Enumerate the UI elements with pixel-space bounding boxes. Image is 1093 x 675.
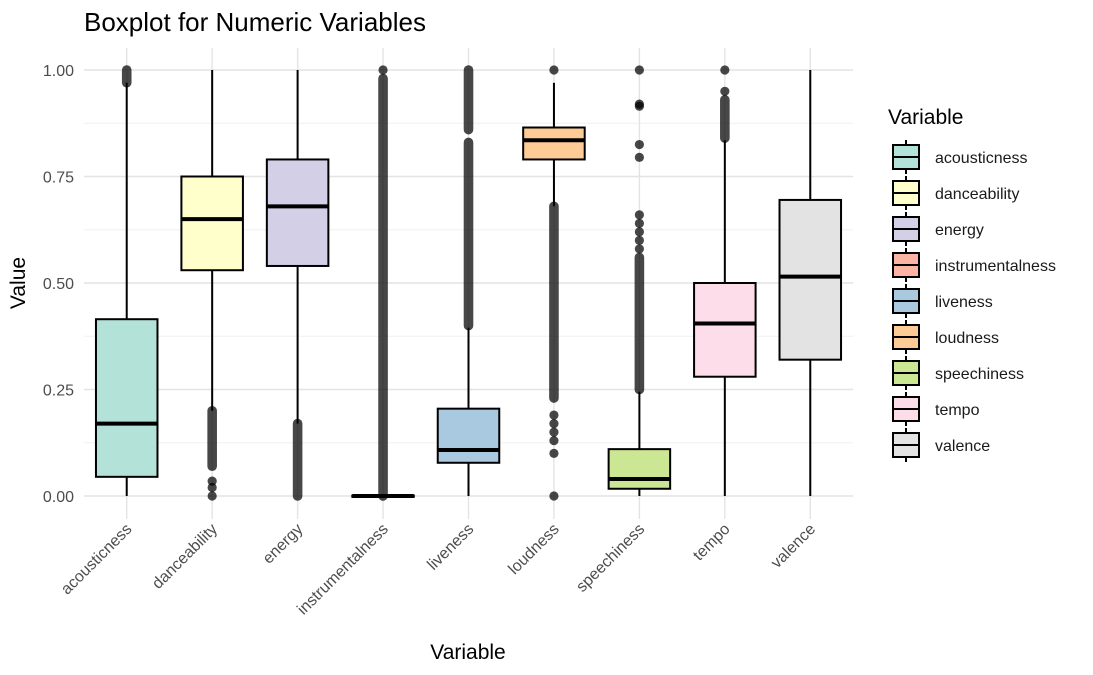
legend-item-acousticness: acousticness <box>892 140 1028 174</box>
outlier-point <box>634 152 644 162</box>
outlier-point <box>634 235 644 245</box>
y-axis-title: Value <box>7 257 30 309</box>
legend-label: instrumentalness <box>935 258 1056 275</box>
box-energy <box>265 70 330 501</box>
iqr-box <box>693 282 757 378</box>
iqr-box <box>522 126 586 161</box>
outlier-point <box>720 86 730 96</box>
outlier-point <box>634 218 644 228</box>
box-tempo <box>693 65 757 496</box>
box-speechiness <box>607 65 672 496</box>
box-valence <box>778 70 843 496</box>
y-axis-ticks: 0.00 0.25 0.50 0.75 1.00 <box>43 63 74 506</box>
legend-item-energy: energy <box>892 212 984 246</box>
legend-item-tempo: tempo <box>892 392 980 426</box>
y-tick-label: 0.75 <box>43 170 74 187</box>
outlier-point <box>549 491 559 501</box>
x-tick-label: instrumentalness <box>294 521 392 619</box>
x-tick-label: liveness <box>424 521 477 574</box>
legend-label: valence <box>935 438 990 455</box>
outlier-point <box>634 65 644 75</box>
outlier-point <box>634 210 644 220</box>
y-tick-label: 1.00 <box>43 63 74 80</box>
outlier-point <box>549 65 559 75</box>
outlier-point <box>634 139 644 150</box>
iqr-box <box>180 175 244 272</box>
y-tick-label: 0.25 <box>43 383 74 400</box>
iqr-box <box>607 448 672 490</box>
y-tick-label: 0.00 <box>43 489 74 506</box>
legend-label: energy <box>935 222 984 239</box>
outlier-point <box>549 427 559 437</box>
boxes <box>94 65 843 501</box>
outlier-point <box>549 410 559 420</box>
box-liveness <box>436 65 501 496</box>
x-tick-label: tempo <box>690 521 734 565</box>
x-tick-label: speechiness <box>573 521 648 596</box>
outlier-point <box>207 476 217 486</box>
outlier-point <box>634 244 644 254</box>
legend-item-loudness: loudness <box>892 320 999 354</box>
outlier-point <box>549 448 559 458</box>
legend-label: speechiness <box>935 366 1024 383</box>
legend-label: acousticness <box>935 150 1028 167</box>
legend-item-speechiness: speechiness <box>892 356 1024 390</box>
box-danceability <box>180 70 244 501</box>
legend-title: Variable <box>888 106 964 129</box>
x-axis-ticks: acousticness danceability energyinstrument… <box>58 521 819 619</box>
box-acousticness <box>94 65 159 496</box>
y-tick-label: 0.50 <box>43 276 74 293</box>
x-tick-label: loudness <box>505 521 562 578</box>
legend: acousticness danceability energy instrument… <box>892 140 1056 462</box>
outlier-point <box>720 65 730 75</box>
outlier-point <box>207 491 217 501</box>
legend-item-liveness: liveness <box>892 284 993 318</box>
iqr-box <box>265 158 330 267</box>
legend-label: loudness <box>935 330 999 347</box>
iqr-box <box>436 407 501 464</box>
outlier-point <box>207 482 217 493</box>
legend-label: liveness <box>935 294 993 311</box>
outlier-point <box>634 227 644 237</box>
x-tick-label: energy <box>260 521 307 568</box>
chart-title: Boxplot for Numeric Variables <box>84 7 426 37</box>
outlier-point <box>378 65 388 75</box>
x-tick-label: danceability <box>149 521 221 593</box>
x-tick-label: acousticness <box>58 521 135 598</box>
outlier-point <box>634 99 644 109</box>
legend-label: danceability <box>935 186 1020 203</box>
x-axis-title: Variable <box>430 641 506 664</box>
legend-item-instrumentalness: instrumentalness <box>892 248 1056 282</box>
outlier-point <box>549 436 559 446</box>
iqr-box <box>94 318 159 478</box>
x-tick-label: valence <box>768 521 819 572</box>
legend-label: tempo <box>935 402 980 419</box>
box-instrumentalness <box>351 65 415 501</box>
iqr-box <box>778 198 843 361</box>
legend-item-danceability: danceability <box>892 176 1020 210</box>
outlier-point <box>549 418 559 429</box>
legend-item-valence: valence <box>892 428 990 462</box>
box-loudness <box>522 65 586 501</box>
